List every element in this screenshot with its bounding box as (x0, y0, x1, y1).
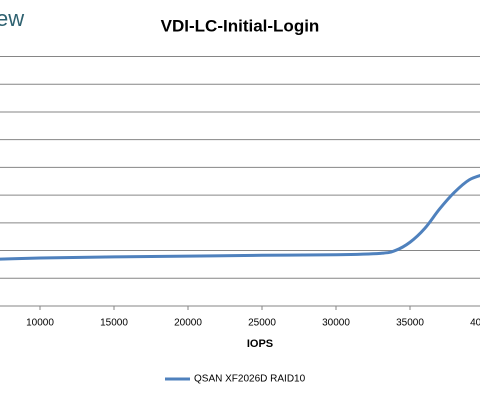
series-line (0, 173, 480, 261)
logo: ew (0, 6, 24, 31)
x-tick-label: 10000 (26, 318, 54, 329)
x-tick-label: 20000 (174, 318, 202, 329)
x-tick-label: 15000 (100, 318, 128, 329)
x-tick-label: 30000 (322, 318, 350, 329)
x-tick-label: 40000 (470, 318, 480, 329)
x-axis-label: IOPS (247, 338, 273, 350)
chart-title: VDI-LC-Initial-Login (161, 16, 320, 35)
legend-label: QSAN XF2026D RAID10 (194, 374, 306, 385)
x-tick-label: 25000 (248, 318, 276, 329)
x-tick-label: 35000 (396, 318, 424, 329)
